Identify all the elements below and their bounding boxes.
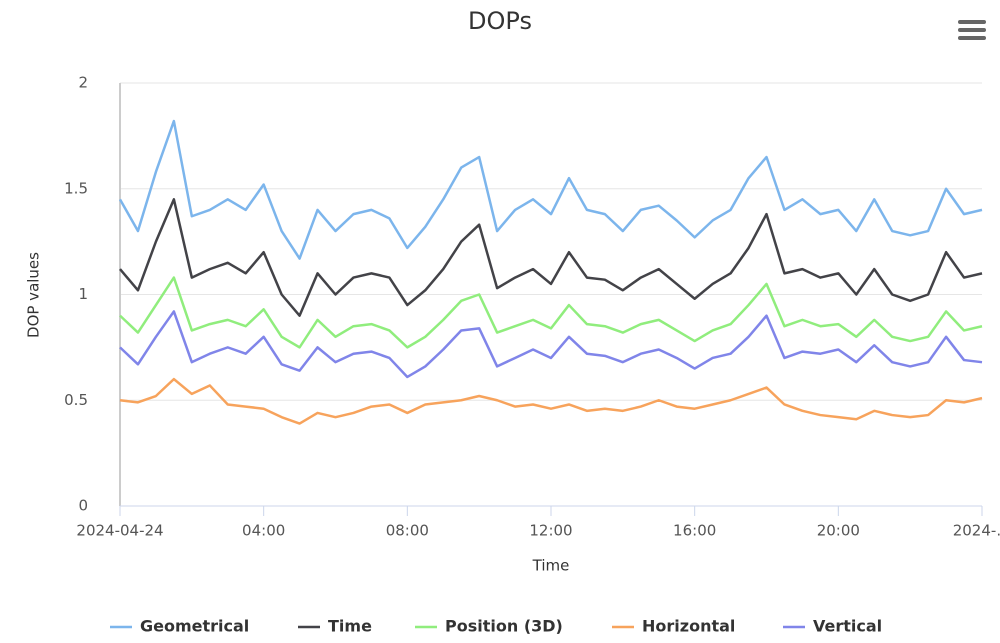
- x-tick-label: 12:00: [529, 522, 572, 540]
- y-axis-label: DOP values: [25, 252, 43, 338]
- x-tick-label: 08:00: [386, 522, 429, 540]
- y-tick-label: 0.5: [64, 391, 88, 409]
- series-line: [119, 276, 983, 349]
- y-tick-label: 1.5: [64, 179, 88, 197]
- legend-label: Time: [328, 617, 372, 636]
- x-tick-label: 20:00: [817, 522, 860, 540]
- menu-bar: [958, 20, 986, 24]
- legend-label: Position (3D): [445, 617, 563, 636]
- menu-button[interactable]: [958, 20, 986, 40]
- x-tick-label: 2024-04-24: [76, 522, 163, 540]
- x-tick-label: 16:00: [673, 522, 716, 540]
- y-tick-label: 2: [78, 74, 88, 92]
- menu-bar: [958, 28, 986, 32]
- legend-label: Geometrical: [140, 617, 249, 636]
- x-tick-label: 2024-…: [953, 522, 1000, 540]
- x-tick-label: 04:00: [242, 522, 285, 540]
- series-line: [119, 198, 983, 317]
- series-line: [119, 377, 983, 425]
- x-axis-label: Time: [532, 557, 570, 575]
- y-tick-label: 1: [78, 285, 88, 303]
- chart-title: DOPs: [468, 7, 532, 35]
- menu-bar: [958, 36, 986, 40]
- series-line: [118, 119, 983, 260]
- series-line: [119, 310, 983, 379]
- legend-label: Vertical: [813, 617, 882, 636]
- y-tick-label: 0: [78, 497, 88, 515]
- legend-label: Horizontal: [642, 617, 735, 636]
